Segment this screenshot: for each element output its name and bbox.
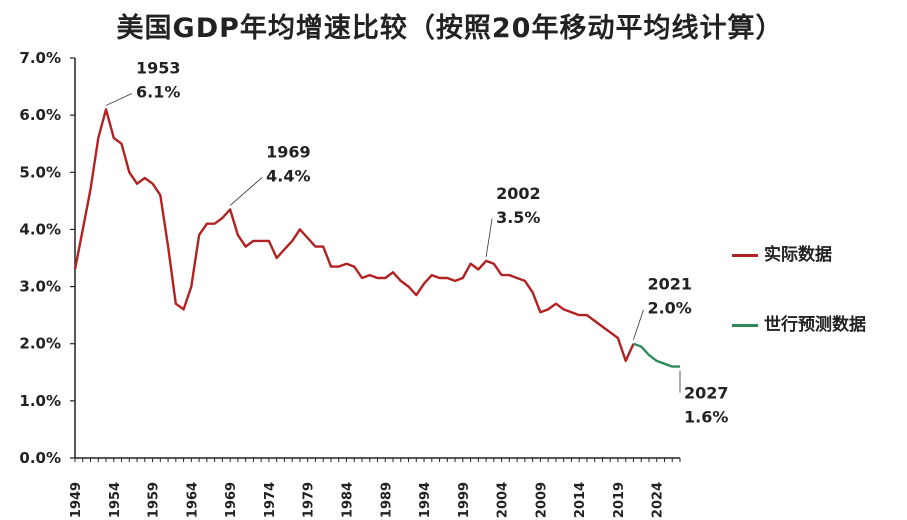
annotation-leader — [105, 93, 133, 106]
x-tick-label: 1984 — [340, 482, 355, 518]
x-tick-label: 1949 — [69, 482, 84, 518]
legend-swatch-actual — [732, 253, 758, 257]
x-tick-label: 2014 — [573, 482, 588, 518]
x-tick-label: 1994 — [418, 482, 433, 518]
annotation-value: 1.6% — [684, 408, 728, 427]
x-tick-label: 1959 — [147, 482, 162, 518]
y-tick-label: 1.0% — [19, 392, 61, 410]
y-tick-label: 3.0% — [19, 278, 61, 296]
legend-label-forecast: 世行预测数据 — [764, 315, 866, 335]
legend-swatch-forecast — [732, 323, 758, 327]
series-lines — [73, 108, 680, 368]
x-axis-ticks: 1949 1954 1959 1964 1969 1974 1979 1984 1989 1994… — [69, 458, 681, 518]
y-tick-label: 4.0% — [19, 220, 61, 238]
x-tick-label: 1964 — [185, 482, 200, 518]
x-tick-label: 1999 — [457, 482, 472, 518]
y-tick-label: 7.0% — [19, 49, 61, 67]
x-tick-label: 1989 — [379, 482, 394, 518]
x-tick-label: 1974 — [263, 482, 278, 518]
annotation-value: 4.4% — [266, 166, 310, 185]
annotation-leader — [485, 218, 493, 257]
annotation-value: 3.5% — [496, 208, 540, 227]
annotation-year: 1953 — [136, 58, 181, 77]
annotation-year: 2027 — [684, 384, 729, 403]
y-tick-label: 0.0% — [19, 449, 61, 467]
y-tick-label: 6.0% — [19, 106, 61, 124]
x-tick-label: 2004 — [496, 482, 511, 518]
annotation-value: 6.1% — [136, 82, 180, 101]
chart-title: 美国GDP年均增速比较（按照20年移动平均线计算） — [116, 13, 784, 44]
y-tick-label: 2.0% — [19, 335, 61, 353]
x-tick-label: 1969 — [224, 482, 239, 518]
x-tick-label: 2024 — [651, 482, 666, 518]
x-tick-label: 2009 — [534, 482, 549, 518]
x-tick-label: 1954 — [108, 482, 123, 518]
axes — [74, 58, 680, 459]
x-tick-label: 1979 — [302, 482, 317, 518]
legend-item-forecast: 世行预测数据 — [732, 310, 866, 335]
y-tick-label: 5.0% — [19, 163, 61, 181]
x-tick-label: 2019 — [612, 482, 627, 518]
y-axis-ticks: 0.0% 1.0% 2.0% 3.0% 4.0% 5.0% 6.0% 7.0% — [19, 49, 75, 467]
annotation-year: 2002 — [496, 184, 541, 203]
annotation-leader — [633, 309, 644, 340]
annotation-leader — [229, 177, 263, 206]
annotation-value: 2.0% — [647, 299, 691, 318]
annotation-year: 2021 — [647, 275, 692, 294]
legend-item-actual: 实际数据 — [732, 240, 832, 265]
annotations: 1953 6.1% 1969 4.4% 2002 3.5% 2021 2.0% 2027 1.6% — [105, 58, 729, 427]
annotation-year: 1969 — [266, 142, 311, 161]
series-line-actual — [73, 108, 635, 363]
legend-label-actual: 实际数据 — [764, 245, 832, 265]
series-line-forecast — [633, 342, 680, 368]
